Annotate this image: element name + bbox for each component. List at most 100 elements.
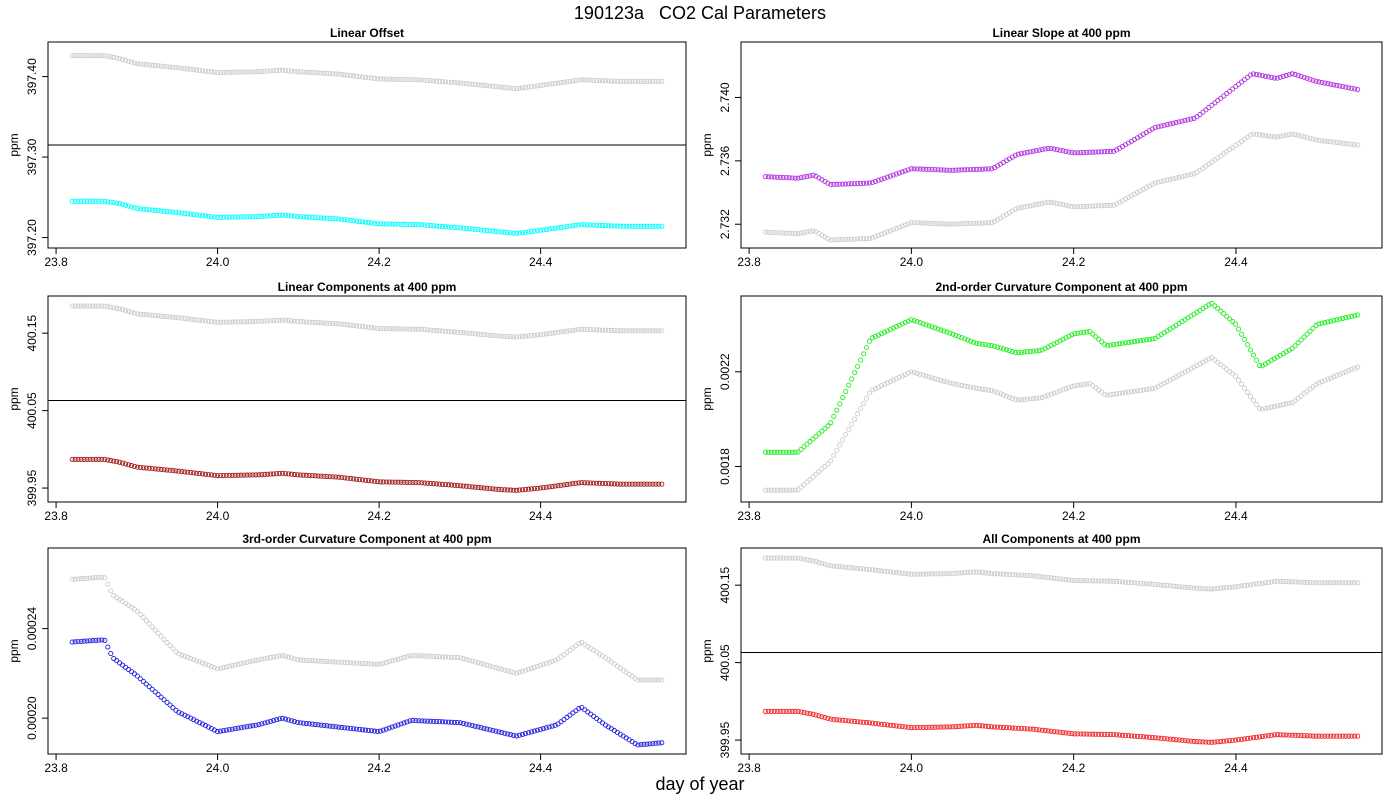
data-point bbox=[1030, 396, 1036, 402]
data-point bbox=[801, 482, 807, 488]
data-point bbox=[179, 65, 185, 71]
data-point bbox=[1093, 149, 1099, 155]
data-point bbox=[1081, 731, 1087, 737]
data-point bbox=[368, 220, 374, 226]
data-point bbox=[1072, 578, 1078, 584]
data-point bbox=[1024, 349, 1030, 355]
data-point bbox=[297, 472, 303, 478]
data-point bbox=[1122, 732, 1129, 739]
data-point bbox=[840, 564, 846, 570]
data-point bbox=[1236, 737, 1242, 743]
data-point bbox=[499, 333, 505, 339]
data-point bbox=[102, 575, 108, 581]
data-point bbox=[362, 727, 369, 733]
data-point bbox=[623, 481, 629, 487]
data-point bbox=[890, 569, 896, 575]
data-point bbox=[517, 85, 523, 91]
data-point bbox=[1176, 584, 1182, 590]
data-point bbox=[256, 318, 262, 325]
data-point bbox=[795, 555, 801, 561]
data-point bbox=[108, 651, 114, 657]
data-point bbox=[920, 372, 926, 378]
data-point bbox=[911, 166, 917, 172]
data-point bbox=[232, 214, 238, 220]
data-point bbox=[579, 326, 585, 332]
data-point bbox=[1152, 124, 1158, 131]
data-point bbox=[837, 181, 843, 187]
data-point bbox=[828, 563, 834, 569]
data-point bbox=[1084, 578, 1090, 584]
data-point bbox=[158, 208, 164, 214]
data-point bbox=[783, 555, 789, 561]
data-point bbox=[185, 316, 191, 322]
data-point bbox=[431, 481, 437, 487]
data-point bbox=[330, 659, 336, 665]
data-point bbox=[846, 181, 852, 187]
data-point bbox=[282, 471, 289, 477]
data-point bbox=[1182, 584, 1188, 590]
data-point bbox=[448, 482, 454, 488]
data-point bbox=[863, 345, 870, 351]
data-point bbox=[202, 661, 209, 667]
data-point bbox=[508, 669, 514, 675]
data-point bbox=[437, 481, 443, 487]
data-point bbox=[929, 167, 935, 173]
y-axis-label: ppm bbox=[7, 639, 21, 662]
data-point bbox=[96, 637, 102, 643]
data-point bbox=[445, 654, 452, 660]
data-point bbox=[235, 214, 241, 220]
data-point bbox=[1250, 71, 1257, 77]
data-point bbox=[1119, 579, 1126, 585]
data-point bbox=[959, 167, 965, 173]
data-point bbox=[235, 725, 241, 731]
data-point bbox=[561, 224, 567, 230]
data-point bbox=[454, 225, 460, 231]
data-point bbox=[911, 571, 917, 577]
data-point bbox=[422, 718, 428, 724]
data-point bbox=[123, 308, 129, 314]
data-point bbox=[537, 227, 543, 233]
data-point bbox=[371, 478, 377, 484]
data-point bbox=[96, 198, 102, 204]
data-point bbox=[1024, 396, 1030, 402]
data-point bbox=[632, 223, 638, 229]
data-point bbox=[599, 78, 606, 84]
data-point bbox=[336, 216, 342, 222]
data-point bbox=[1319, 320, 1325, 326]
data-point bbox=[1346, 580, 1352, 586]
data-point bbox=[1286, 732, 1292, 738]
data-point bbox=[1271, 579, 1277, 585]
data-point bbox=[1099, 578, 1105, 584]
data-point bbox=[404, 221, 410, 227]
data-point bbox=[968, 723, 974, 729]
data-point bbox=[1236, 583, 1242, 589]
data-point bbox=[875, 332, 882, 338]
data-point bbox=[99, 303, 105, 309]
data-point bbox=[1277, 578, 1283, 584]
data-point bbox=[321, 320, 327, 326]
data-point bbox=[134, 608, 140, 614]
data-point bbox=[570, 327, 576, 333]
data-point bbox=[466, 81, 472, 87]
data-point bbox=[786, 175, 792, 181]
data-point bbox=[591, 327, 597, 333]
data-point bbox=[1137, 734, 1143, 740]
data-point bbox=[416, 222, 422, 228]
data-point bbox=[849, 421, 855, 427]
data-point bbox=[439, 719, 446, 725]
data-point bbox=[1090, 331, 1096, 337]
data-point bbox=[647, 741, 653, 747]
data-point bbox=[780, 449, 786, 455]
data-point bbox=[1024, 149, 1030, 156]
data-point bbox=[508, 334, 514, 340]
data-point bbox=[1045, 199, 1051, 205]
data-point bbox=[986, 220, 992, 226]
data-point bbox=[816, 713, 822, 719]
data-point bbox=[354, 726, 360, 732]
data-point bbox=[926, 571, 932, 577]
data-point bbox=[262, 68, 268, 74]
data-point bbox=[899, 321, 905, 327]
data-point bbox=[285, 654, 292, 660]
data-point bbox=[1018, 151, 1024, 157]
data-point bbox=[324, 215, 330, 221]
